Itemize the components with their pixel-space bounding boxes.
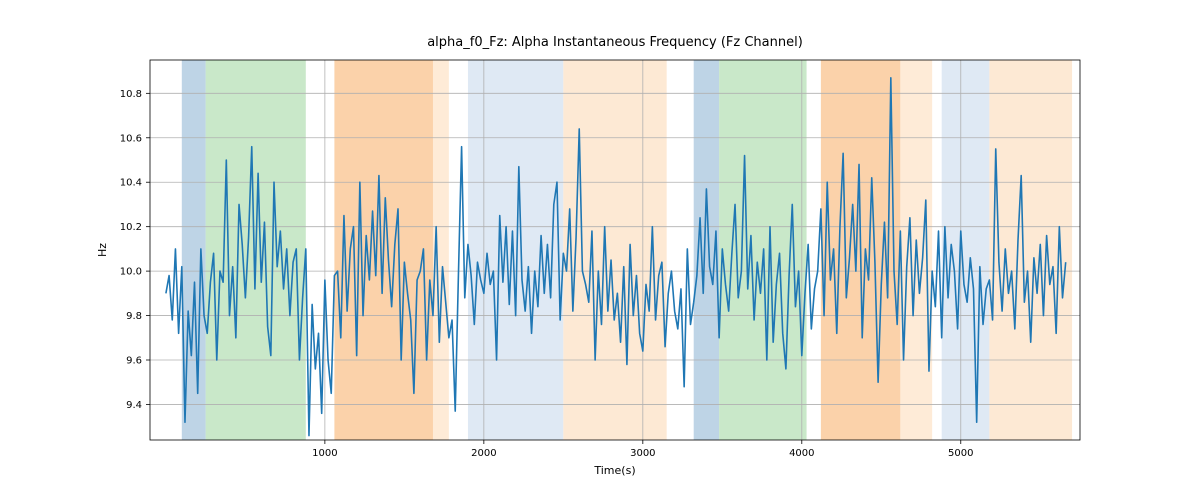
y-tick-label: 10.0 <box>120 267 142 278</box>
y-tick-label: 9.4 <box>126 400 142 411</box>
x-tick-label: 4000 <box>789 448 814 459</box>
y-tick-label: 9.6 <box>126 356 142 367</box>
y-tick-label: 9.8 <box>126 311 142 322</box>
x-axis-label: Time(s) <box>593 464 635 477</box>
band <box>942 60 990 440</box>
chart-title: alpha_f0_Fz: Alpha Instantaneous Frequen… <box>427 35 803 50</box>
y-tick-label: 10.8 <box>120 89 142 100</box>
y-axis-label: Hz <box>96 243 109 257</box>
band <box>468 60 563 440</box>
x-tick-label: 1000 <box>312 448 337 459</box>
y-tick-label: 10.6 <box>120 133 142 144</box>
x-tick-label: 5000 <box>948 448 973 459</box>
x-tick-label: 3000 <box>630 448 655 459</box>
y-tick-label: 10.4 <box>120 178 142 189</box>
line-chart: 1000 2000 3000 4000 5000 9.4 9.6 9.8 10.0 10.2 10.… <box>0 0 1200 500</box>
y-tick-label: 10.2 <box>120 222 142 233</box>
x-tick-label: 2000 <box>471 448 496 459</box>
